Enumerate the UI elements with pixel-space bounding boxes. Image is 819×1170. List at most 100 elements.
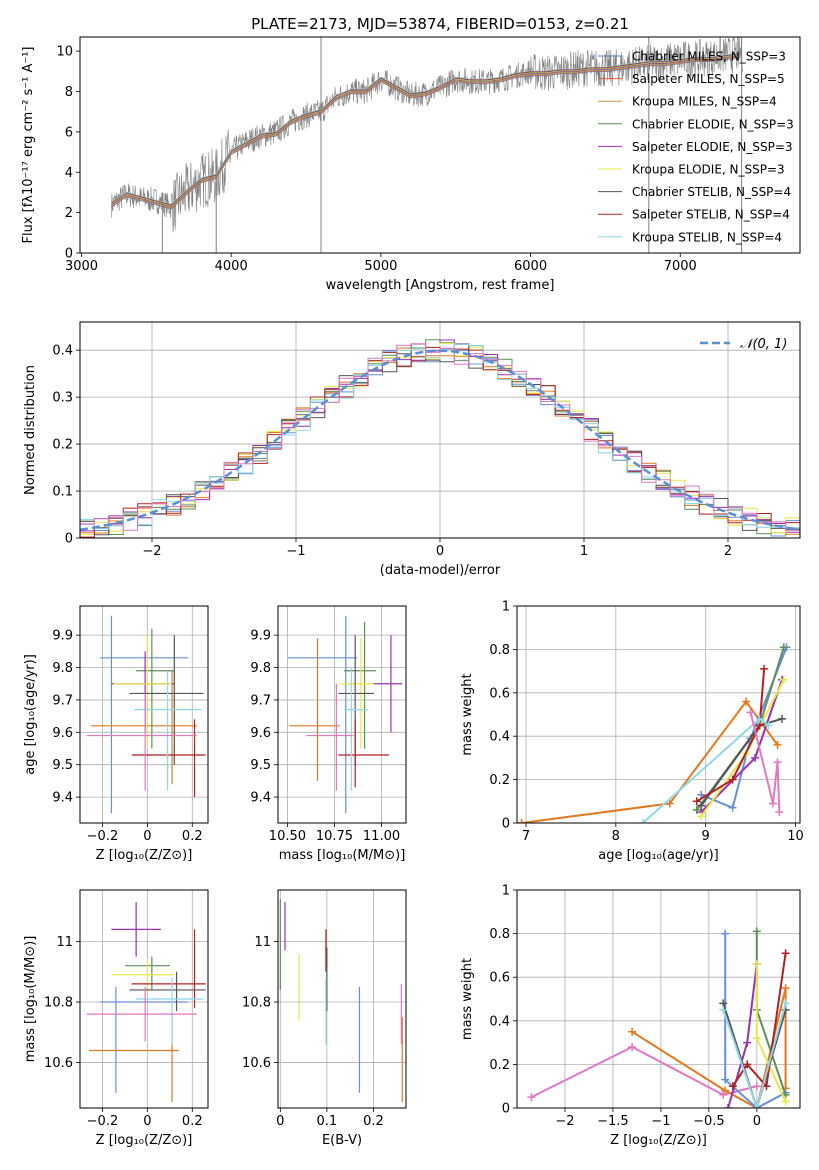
weight-point-marker	[752, 1034, 761, 1043]
y-tick-label: 9.6	[52, 726, 73, 741]
model-spectrum-line	[111, 54, 741, 208]
y-tick-label: 0.1	[52, 485, 73, 500]
y-tick-label: 10.8	[242, 996, 271, 1011]
weight-point-marker	[628, 1027, 637, 1036]
x-tick-label: 7000	[664, 259, 697, 274]
weight-point-marker	[719, 1005, 728, 1014]
x-tick-label: 7	[522, 829, 530, 844]
weight-series-line	[749, 712, 781, 813]
model-spectrum-line	[111, 56, 741, 209]
errorbar-plot-area	[279, 899, 403, 1102]
y-tick-label: 8	[65, 85, 73, 100]
axes-frame	[516, 889, 801, 1109]
weight-series-line	[731, 953, 787, 1089]
spectrum-panel: 3000 4000 5000 6000 7000 0 2 4 6 8 10 wavelength [A…	[21, 36, 801, 293]
x-tick-label: 0.2	[363, 1114, 384, 1129]
x-tick-label: 2	[724, 544, 732, 559]
residuals-panel: −2 −1 0 1 2 0 0.1 0.2 0.3 0.4 (data-model)/error No…	[23, 321, 801, 578]
y-tick-label: 0.4	[52, 344, 73, 359]
x-tick-label: −0.2	[87, 1114, 119, 1129]
weight-point-marker	[779, 643, 788, 652]
axes-frame	[516, 605, 801, 824]
x-tick-label: 9	[702, 829, 710, 844]
x-tick-label: 0	[276, 1114, 284, 1129]
weight-point-marker	[743, 1038, 752, 1047]
y-tick-label: 0.8	[489, 643, 510, 658]
x-axis-label: age [log₁₀(age/yr)]	[598, 848, 719, 863]
y-tick-label: 9.7	[52, 693, 73, 708]
y-tick-label: 9.7	[250, 693, 271, 708]
x-tick-label: −1	[286, 544, 305, 559]
y-axis-label: mass weight	[460, 673, 475, 755]
weight-series-line	[696, 668, 766, 803]
x-tick-label: 0.1	[317, 1114, 338, 1129]
x-tick-label: 3000	[65, 259, 98, 274]
x-axis-label: (data-model)/error	[380, 563, 501, 578]
y-tick-label: 9.8	[250, 661, 271, 676]
x-tick-label: −1	[651, 1114, 670, 1129]
weight-point-marker	[728, 775, 737, 784]
weight-point-marker	[721, 929, 730, 938]
x-tick-label: 0	[143, 1114, 151, 1129]
legend-label: Salpeter MILES, N_SSP=5	[632, 72, 785, 86]
x-tick-label: −2	[142, 544, 161, 559]
y-tick-label: 10.8	[44, 996, 73, 1011]
x-axis-label: Z [log₁₀(Z/Z⊙)]	[610, 1133, 707, 1148]
x-tick-label: 8	[612, 829, 620, 844]
weight-vs-metallicity-panel: −2 −1.5 −1 −0.5 0 0 0.2 0.4 0.6 0.8 1 Z [log₁₀(Z/Z⊙…	[460, 884, 801, 1148]
weight-point-marker	[742, 697, 751, 706]
y-tick-label: 0.2	[52, 438, 73, 453]
weight-point-marker	[773, 758, 782, 767]
y-axis-label: mass weight	[460, 958, 475, 1040]
y-axis-label: mass [log₁₀(M/M⊙)]	[23, 936, 38, 1063]
weight-point-marker	[752, 1082, 761, 1091]
y-tick-label: 9.5	[250, 758, 271, 773]
legend-label: Chabrier ELODIE, N_SSP=3	[632, 117, 794, 131]
weight-series-line	[700, 646, 788, 810]
x-axis-label: E(B-V)	[322, 1133, 362, 1148]
weight-point-marker	[665, 799, 674, 808]
y-tick-label: 0	[502, 817, 510, 832]
weight-point-marker	[755, 714, 764, 723]
weight-point-marker	[778, 714, 787, 723]
x-tick-label: −1.5	[597, 1114, 629, 1129]
mass-vs-metallicity-panel: −0.2 0 0.2 10.6 10.8 11 Z [log₁₀(Z/Z⊙)] mass [l…	[23, 889, 209, 1148]
axes-frame	[277, 889, 407, 1109]
residuals-plot-area	[80, 339, 800, 538]
weight-point-marker	[769, 799, 778, 808]
spectrum-plot-area	[111, 37, 744, 253]
legend-label: Chabrier MILES, N_SSP=3	[632, 50, 786, 64]
weight-point-marker	[773, 740, 782, 749]
y-tick-label: 0.3	[52, 391, 73, 406]
weight-point-marker	[527, 1093, 536, 1102]
legend-label: Salpeter ELODIE, N_SSP=3	[632, 140, 793, 154]
model-spectrum-line	[111, 54, 741, 207]
weight-series-line	[530, 1045, 758, 1098]
y-axis-label: Normed distribution	[23, 365, 38, 495]
y-tick-label: 0.2	[489, 1058, 510, 1073]
weight-point-marker	[746, 708, 755, 717]
legend-label: Salpeter STELIB, N_SSP=4	[632, 208, 790, 222]
weight-vs-age-panel: 7 8 9 10 0 0.2 0.4 0.6 0.8 1 age [log₁₀(age/yr)] ma…	[460, 600, 804, 864]
weight-point-marker	[781, 984, 790, 993]
normal-curve	[80, 349, 800, 532]
weight-point-marker	[781, 949, 790, 958]
model-spectrum-line	[111, 53, 741, 206]
weight-point-marker	[692, 805, 701, 814]
y-tick-label: 9.5	[52, 758, 73, 773]
weight-point-marker	[692, 797, 701, 806]
y-tick-label: 0	[502, 1102, 510, 1117]
weight-point-marker	[779, 675, 788, 684]
x-tick-label: 0	[753, 1114, 761, 1129]
weight-point-marker	[764, 721, 773, 730]
weight-point-marker	[697, 801, 706, 810]
axes-frame	[79, 605, 209, 824]
weight-point-marker	[751, 753, 760, 762]
y-tick-label: 10	[56, 45, 73, 60]
weight-point-marker	[721, 1086, 730, 1095]
x-axis-label: wavelength [Angstrom, rest frame]	[326, 278, 555, 293]
weight-series-line	[722, 1003, 787, 1108]
y-tick-label: 0	[65, 247, 73, 262]
weight-point-marker	[781, 1097, 790, 1106]
